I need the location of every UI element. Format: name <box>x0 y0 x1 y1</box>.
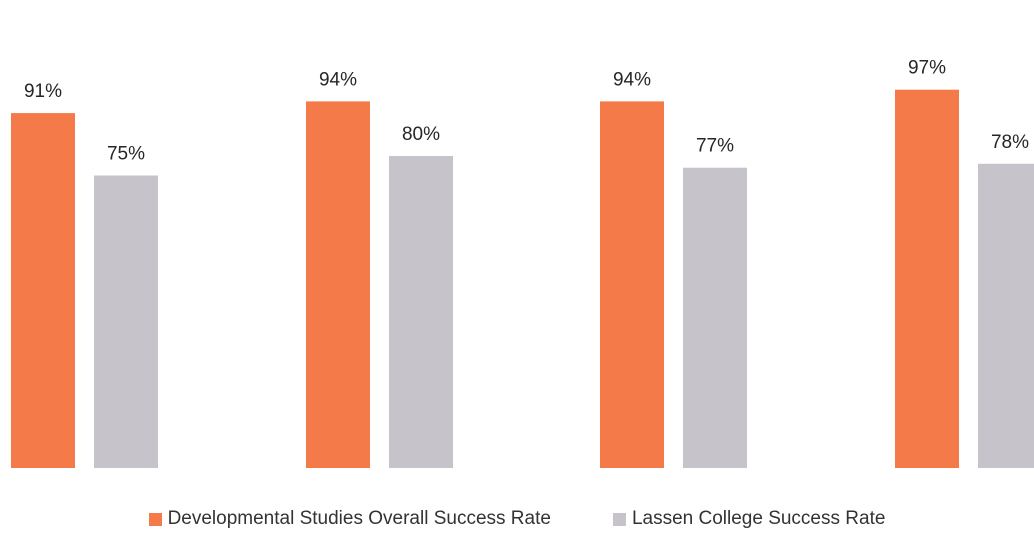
legend: Developmental Studies Overall Success Ra… <box>0 508 1034 530</box>
bar-series1-group2 <box>306 101 370 469</box>
legend-entry-lassen: Lassen College Success Rate <box>612 508 886 530</box>
bar-series2-group4 <box>978 163 1034 469</box>
data-label-series1-group3: 94% <box>613 69 651 90</box>
data-label-series1-group2: 94% <box>319 69 357 90</box>
data-label-series2-group1: 75% <box>107 144 145 165</box>
data-label-series1-group1: 91% <box>24 81 62 102</box>
legend-label-developmental: Developmental Studies Overall Success Ra… <box>167 508 551 529</box>
bar-series1-group3 <box>600 101 664 469</box>
data-label-series2-group4: 78% <box>991 132 1029 153</box>
data-label-series2-group2: 80% <box>402 124 440 145</box>
bar-series2-group1 <box>94 175 158 468</box>
bar-series2-group2 <box>389 156 453 468</box>
data-label-series2-group3: 77% <box>696 136 734 157</box>
legend-swatch-lassen <box>612 512 626 526</box>
legend-swatch-developmental <box>148 512 162 526</box>
legend-label-lassen: Lassen College Success Rate <box>631 508 886 529</box>
legend-entry-developmental: Developmental Studies Overall Success Ra… <box>148 508 551 530</box>
bar-series1-group4 <box>895 89 959 468</box>
bar-series1-group1 <box>11 113 75 468</box>
data-label-series1-group4: 97% <box>908 58 946 79</box>
bar-series2-group3 <box>683 167 747 468</box>
